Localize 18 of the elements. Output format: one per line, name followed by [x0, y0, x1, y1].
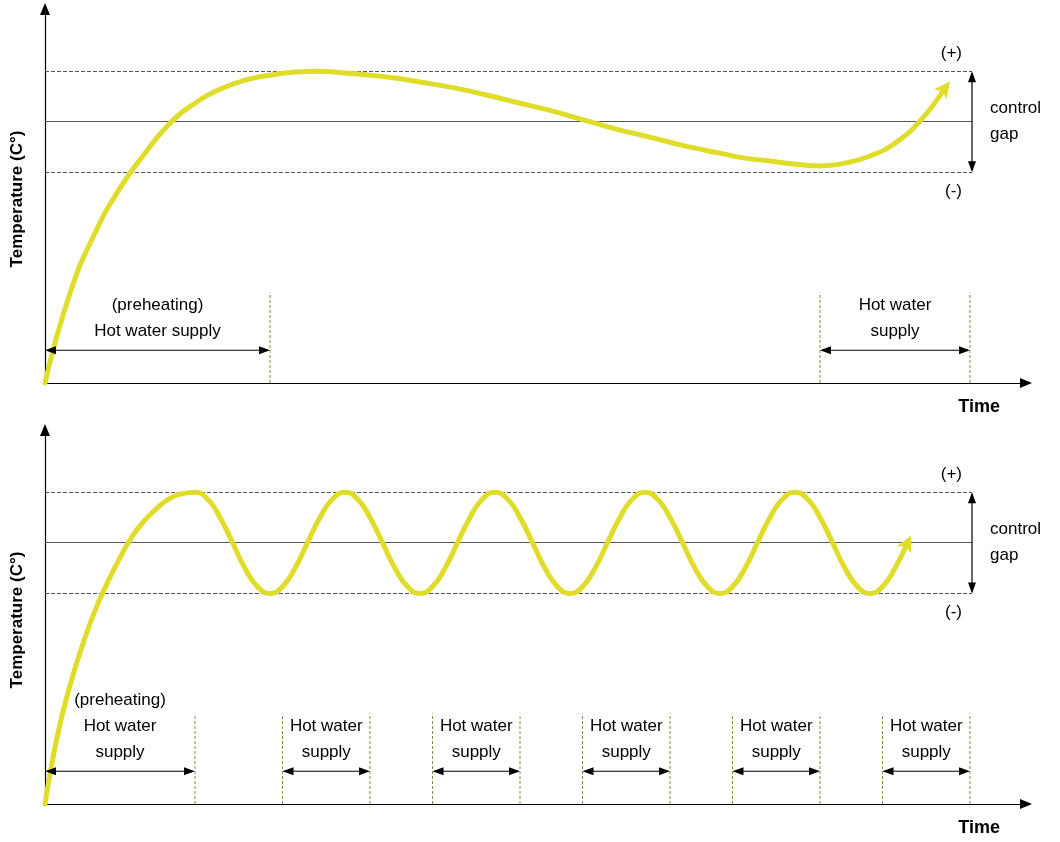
annotation: Hot water supply	[439, 716, 513, 762]
ref-line-label: (+)	[940, 464, 962, 484]
annotation: Hot water supply	[289, 716, 363, 762]
annotation: Hot water supply	[858, 295, 932, 341]
annotation: (preheating) Hot water supply	[74, 690, 166, 762]
y-axis-title: Temperature (C°)	[7, 551, 26, 689]
ref-line-label: (-)	[945, 602, 962, 622]
annotation: (preheating) Hot water supply	[94, 295, 222, 341]
ref-line-label: (+)	[940, 43, 962, 63]
annotation: control gap	[990, 519, 1042, 565]
x-axis-title: Time	[958, 396, 1000, 416]
annotation: Hot water supply	[889, 716, 963, 762]
x-axis-title: Time	[958, 817, 1000, 837]
ref-line-label: (-)	[945, 181, 962, 201]
y-axis-title: Temperature (C°)	[7, 130, 26, 268]
annotation: control gap	[990, 98, 1042, 144]
annotation: Hot water supply	[739, 716, 813, 762]
annotation: Hot water supply	[589, 716, 663, 762]
